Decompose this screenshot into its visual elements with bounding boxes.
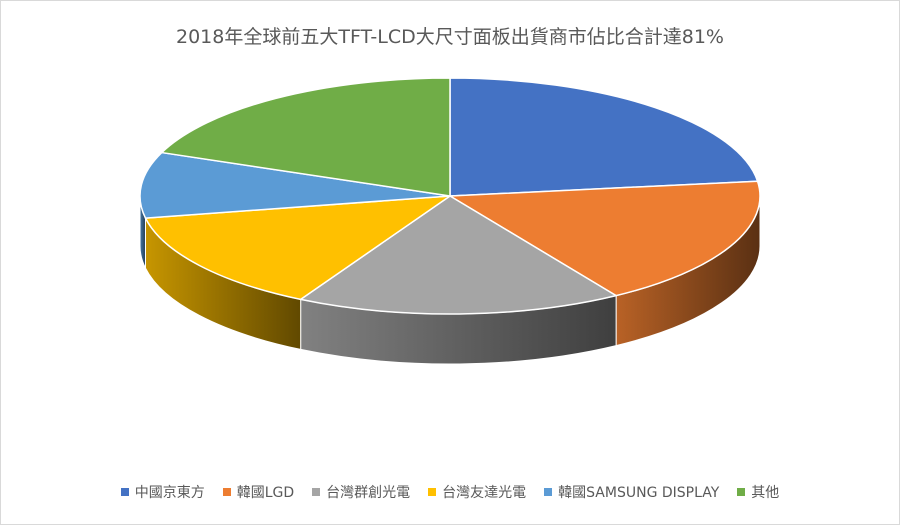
legend-swatch <box>120 488 129 496</box>
legend-swatch <box>428 488 437 496</box>
pie-slice-3 <box>144 195 451 301</box>
legend-label: 其他 <box>751 485 780 501</box>
legend-label: 中國京東方 <box>134 485 205 501</box>
legend-item: 其他 <box>737 482 779 502</box>
legend-label: 台灣友達光電 <box>442 485 527 501</box>
legend-label: 台灣群創光電 <box>326 485 411 501</box>
legend-swatch <box>222 488 231 496</box>
legend-item: 中國京東方 <box>120 482 205 502</box>
legend-swatch <box>544 488 553 496</box>
chart-title: 2018年全球前五大TFT-LCD大尺寸面板出貨商市佔比合計達81% <box>176 26 724 48</box>
legend-label: 韓國LGD <box>236 485 295 501</box>
legend-swatch <box>312 488 321 496</box>
chart-legend: 中國京東方 韓國LGD 台灣群創光電 台灣友達光電 韓國SAMSUNG DISPLAY 其… <box>0 482 900 502</box>
pie-slice-2 <box>299 195 617 315</box>
pie-slice-0 <box>449 77 759 197</box>
legend-item: 韓國LGD <box>222 482 295 502</box>
legend-label: 韓國SAMSUNG DISPLAY <box>558 485 720 501</box>
pie-slice-1 <box>449 180 761 297</box>
pie-slice-5 <box>161 77 451 197</box>
legend-item: 韓國SAMSUNG DISPLAY <box>544 482 719 502</box>
legend-item: 台灣群創光電 <box>312 482 410 502</box>
pie-slice-4 <box>139 151 451 219</box>
legend-item: 台灣友達光電 <box>428 482 526 502</box>
legend-swatch <box>737 488 746 496</box>
